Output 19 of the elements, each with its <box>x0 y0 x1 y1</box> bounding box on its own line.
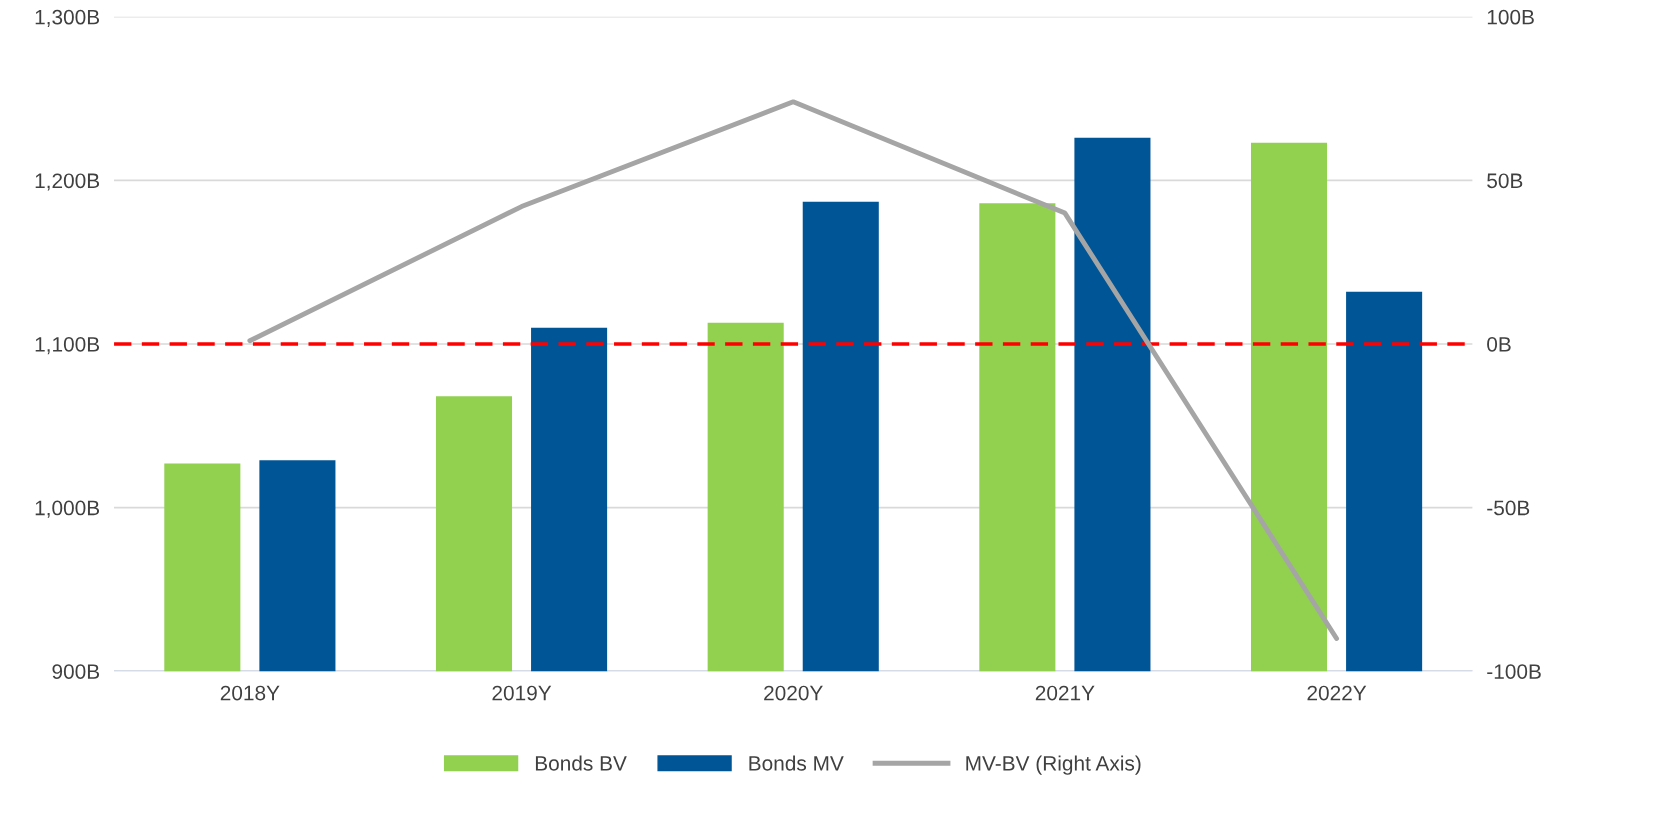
y-tick-label: 1,100B <box>35 336 100 355</box>
y2-tick-label: 100B <box>1487 9 1534 25</box>
y-tick-label: 1,000B <box>35 500 100 518</box>
y2-tick-label: 0B <box>1487 336 1511 352</box>
x-tick-label: 2021Y <box>1035 685 1095 701</box>
x-tick-label: 2019Y <box>492 685 552 701</box>
y-tick-label: 1,300B <box>35 9 100 27</box>
x-tick-label: 2018Y <box>220 685 280 701</box>
y2-tick-label: 50B <box>1487 173 1523 189</box>
y-tick-label: 900B <box>52 664 100 679</box>
y-tick-label: 1,200B <box>35 173 100 191</box>
legend-label: Bonds BV <box>535 755 627 771</box>
legend-label: Bonds MV <box>749 755 844 771</box>
x-tick-label: 2020Y <box>764 685 823 701</box>
y2-tick-label: -50B <box>1487 500 1530 516</box>
line-series <box>247 99 1339 641</box>
x-tick-label: 2022Y <box>1307 685 1367 701</box>
legend-label: MV-BV (Right Axis) <box>966 755 1141 775</box>
y2-tick-label: -100B <box>1487 664 1541 679</box>
